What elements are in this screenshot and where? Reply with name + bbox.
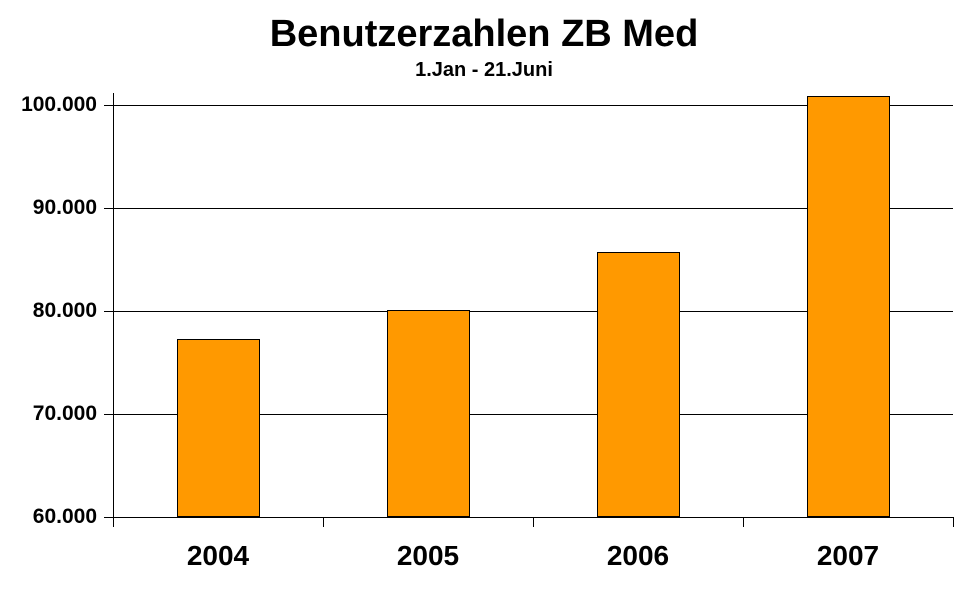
y-tick-label-100000: 100.000 [21, 93, 97, 116]
y-gridline-100000 [104, 105, 953, 106]
x-tick-3 [743, 517, 744, 527]
y-gridline-70000 [104, 414, 953, 415]
chart-title: Benutzerzahlen ZB Med [269, 13, 699, 55]
x-tick-2 [533, 517, 534, 527]
y-tick-label-70000: 70.000 [32, 402, 97, 425]
bar-2006 [597, 252, 680, 517]
y-gridline-80000 [104, 311, 953, 312]
chart-subtitle: 1.Jan - 21.Juni [415, 59, 553, 81]
y-axis [113, 93, 114, 527]
y-tick-label-60000: 60.000 [32, 505, 97, 528]
y-gridline-90000 [104, 208, 953, 209]
y-gridline-60000 [104, 517, 953, 518]
y-tick-label-80000: 80.000 [32, 299, 97, 322]
x-tick-label-2006: 2006 [606, 540, 670, 571]
bar-2005 [387, 310, 470, 517]
x-tick-label-2005: 2005 [396, 540, 460, 571]
bar-2004 [177, 339, 260, 517]
x-tick-0 [113, 517, 114, 527]
x-tick-label-2004: 2004 [186, 540, 250, 571]
x-tick-4 [953, 517, 954, 527]
bar-2007 [807, 96, 890, 517]
x-tick-1 [323, 517, 324, 527]
x-tick-label-2007: 2007 [816, 540, 880, 571]
y-tick-label-90000: 90.000 [32, 196, 97, 219]
